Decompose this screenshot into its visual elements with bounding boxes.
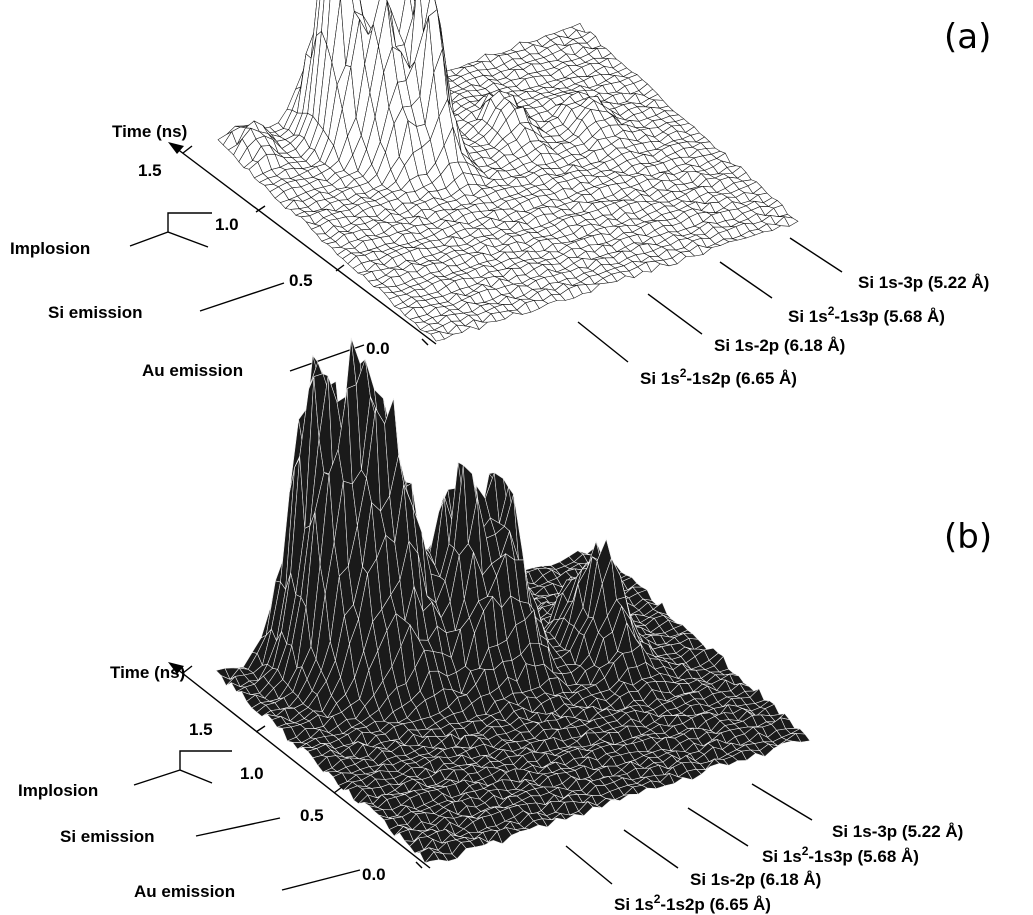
line-label: Si 1s-2p (6.18 Å)	[714, 336, 845, 355]
mesh-cell	[321, 0, 331, 45]
line-leader	[565, 845, 613, 885]
implosion-bracket	[129, 212, 212, 248]
line-leader	[751, 783, 813, 821]
au-emission-label: Au emission	[142, 361, 243, 380]
implosion-label: Implosion	[18, 781, 98, 800]
mesh-cell	[310, 0, 321, 59]
line-label: Si 1s-3p (5.22 Å)	[858, 273, 989, 292]
line-leader	[789, 237, 843, 273]
tick-label: 1.5	[138, 161, 162, 180]
tick-mark	[182, 665, 193, 674]
line-label: Si 1s2-1s3p (5.68 Å)	[788, 304, 945, 326]
au-emission-label: Au emission	[134, 882, 235, 901]
left-annotations: Implosion Si emission Au emission	[10, 212, 365, 380]
line-annotations: Si 1s-3p (5.22 Å) Si 1s2-1s3p (5.68 Å) S…	[565, 783, 963, 914]
tick-label: 0.5	[289, 271, 313, 290]
line-label: Si 1s2-1s2p (6.65 Å)	[614, 892, 771, 914]
time-axis	[171, 144, 437, 345]
panel-label: (b)	[944, 517, 992, 557]
au-emission-leader	[281, 869, 361, 891]
mesh-cell	[315, 0, 325, 37]
mesh-cell	[783, 216, 799, 227]
si-emission-label: Si emission	[60, 827, 154, 846]
mesh-cell	[795, 733, 811, 743]
tick-label: 1.0	[240, 764, 264, 783]
line-annotations: Si 1s-3p (5.22 Å) Si 1s2-1s3p (5.68 Å) S…	[577, 237, 989, 388]
time-axis-arrow	[168, 142, 184, 154]
tick-mark	[415, 861, 423, 869]
tick-label: 1.5	[189, 720, 213, 739]
si-emission-leader	[195, 817, 281, 837]
surface-mesh	[217, 0, 799, 342]
line-label: Si 1s2-1s3p (5.68 Å)	[762, 844, 919, 866]
time-axis-label: Time (ns)	[110, 663, 185, 682]
tick-mark	[421, 338, 429, 346]
time-ticks: 0.0 0.5 1.0 1.5	[138, 145, 429, 358]
line-label: Si 1s-2p (6.18 Å)	[690, 870, 821, 889]
tick-label: 1.0	[215, 215, 239, 234]
tick-label: 0.0	[362, 865, 386, 884]
line-leader	[687, 807, 749, 847]
line-leader	[647, 293, 703, 335]
tick-mark	[335, 264, 345, 272]
time-ticks: 0.0 0.5 1.0 1.5	[182, 665, 423, 884]
tick-label: 0.5	[300, 806, 324, 825]
si-emission-label: Si emission	[48, 303, 142, 322]
surface-mesh	[215, 337, 811, 864]
line-label: Si 1s-3p (5.22 Å)	[832, 822, 963, 841]
time-axis-label: Time (ns)	[112, 122, 187, 141]
time-axis-arrow	[168, 662, 184, 674]
panel-a: (a) Time (ns) 0.0 0.5 1.0 1.5 Implosion …	[10, 0, 991, 388]
si-emission-leader	[199, 282, 285, 312]
tick-mark	[255, 205, 266, 213]
tick-mark	[255, 725, 266, 733]
implosion-label: Implosion	[10, 239, 90, 258]
panel-label: (a)	[944, 17, 991, 57]
implosion-bracket	[133, 750, 232, 786]
left-annotations: Implosion Si emission Au emission	[18, 750, 361, 901]
tick-mark	[182, 145, 193, 154]
tick-mark	[333, 786, 343, 794]
panel-b: (b) Time (ns) 0.0 0.5 1.0 1.5 Implosion …	[18, 337, 992, 914]
time-axis	[171, 664, 431, 869]
line-leader	[623, 829, 679, 869]
line-leader	[719, 261, 773, 299]
line-leader	[577, 321, 629, 363]
line-label: Si 1s2-1s2p (6.65 Å)	[640, 366, 797, 388]
tick-label: 0.0	[366, 339, 390, 358]
